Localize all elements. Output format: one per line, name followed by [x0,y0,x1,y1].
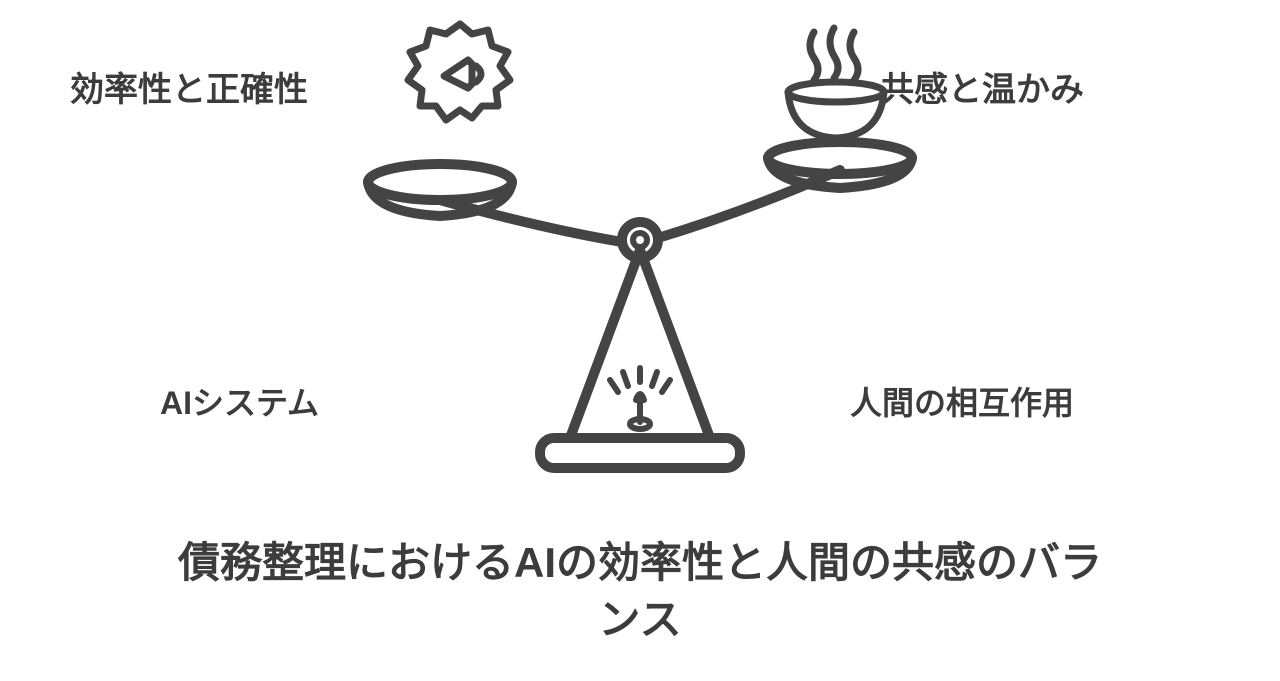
ai-system-label: AIシステム [160,378,319,424]
gear-megaphone-icon [408,24,510,120]
steaming-bowl-icon [788,28,884,138]
balance-scale-diagram [360,20,920,480]
diagram-title: 債務整理におけるAIの効率性と人間の共感のバランス [40,535,1240,648]
efficiency-accuracy-label: 効率性と正確性 [70,62,308,111]
